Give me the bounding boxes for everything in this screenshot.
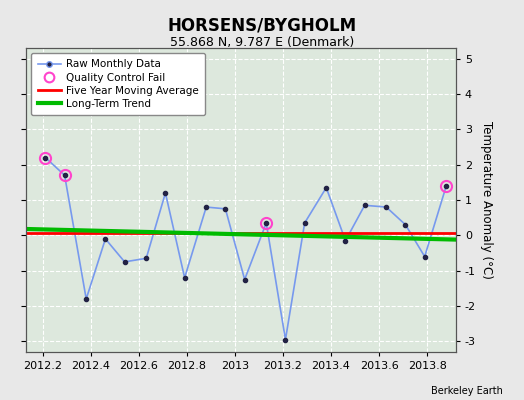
Text: 55.868 N, 9.787 E (Denmark): 55.868 N, 9.787 E (Denmark) (170, 36, 354, 49)
Text: Berkeley Earth: Berkeley Earth (431, 386, 503, 396)
Legend: Raw Monthly Data, Quality Control Fail, Five Year Moving Average, Long-Term Tren: Raw Monthly Data, Quality Control Fail, … (31, 53, 205, 115)
Text: HORSENS/BYGHOLM: HORSENS/BYGHOLM (168, 16, 356, 34)
Y-axis label: Temperature Anomaly (°C): Temperature Anomaly (°C) (480, 121, 493, 279)
